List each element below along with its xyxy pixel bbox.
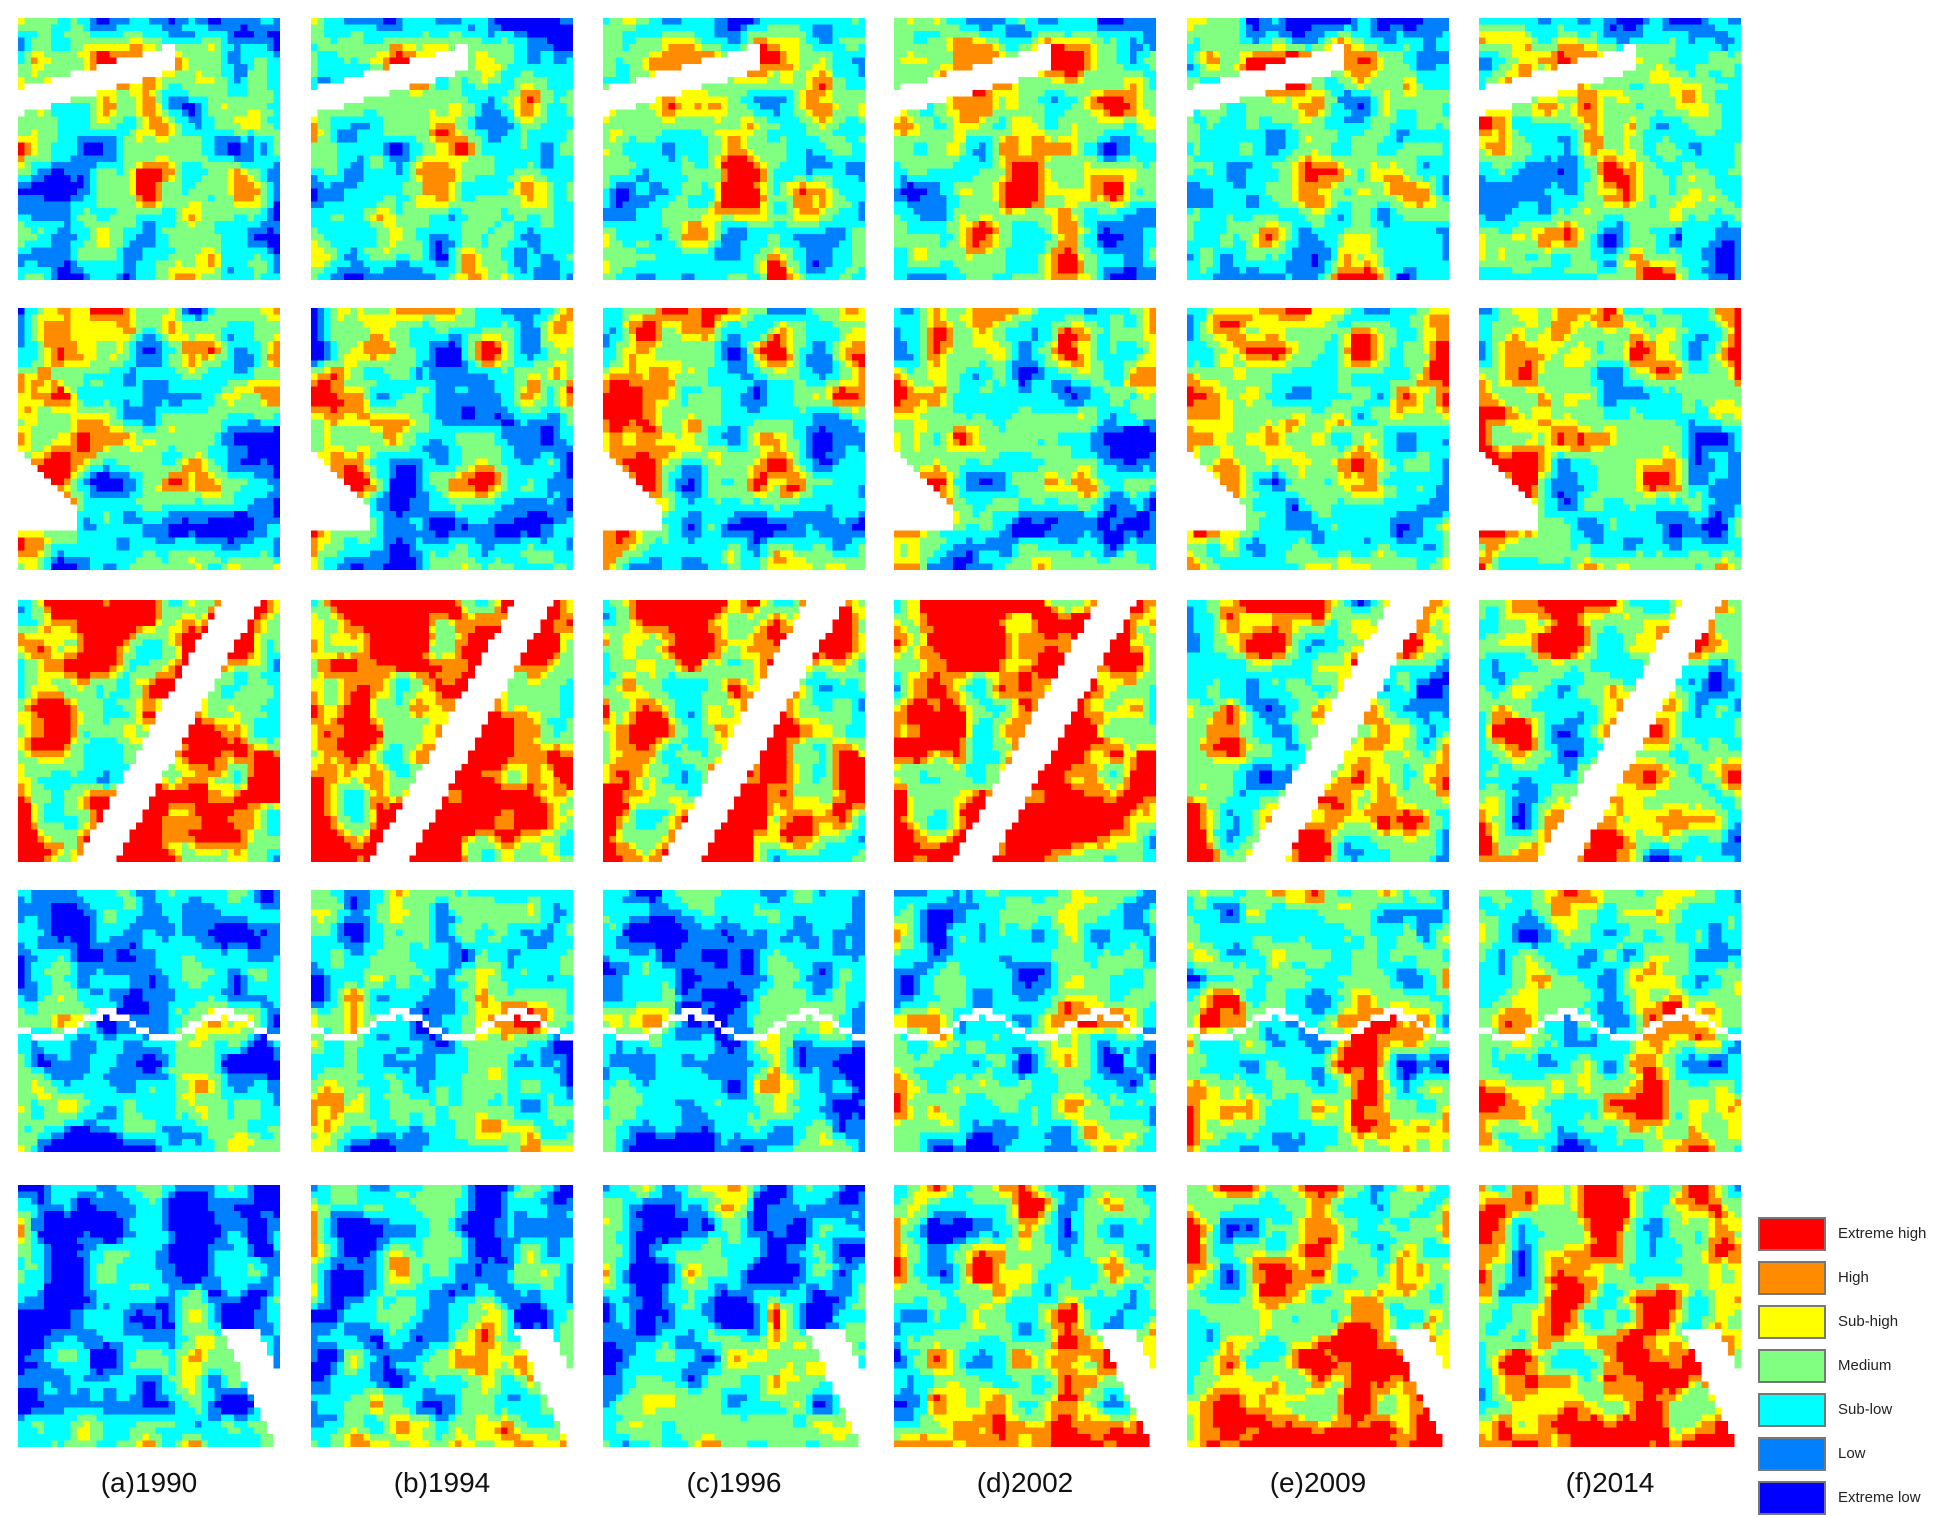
legend-swatch	[1758, 1261, 1826, 1295]
legend-swatch	[1758, 1305, 1826, 1339]
heat-map-tile	[1479, 600, 1741, 862]
heat-map-tile	[1479, 18, 1741, 280]
heat-map-tile	[1187, 18, 1449, 280]
legend-swatch	[1758, 1437, 1826, 1471]
legend-label: Low	[1838, 1435, 1866, 1473]
heat-map-tile	[311, 890, 573, 1152]
legend-item: Sub-high	[1758, 1303, 1957, 1341]
heat-map-tile	[18, 308, 280, 570]
heat-map-tile	[1187, 890, 1449, 1152]
heat-map-tile	[894, 600, 1156, 862]
heat-map-tile	[18, 1185, 280, 1447]
legend-label: Sub-low	[1838, 1391, 1892, 1429]
legend-swatch	[1758, 1349, 1826, 1383]
heat-map-tile	[894, 890, 1156, 1152]
heat-map-tile	[603, 890, 865, 1152]
heat-map-tile	[603, 1185, 865, 1447]
year-label: (d)2002	[894, 1467, 1156, 1499]
year-label: (a)1990	[18, 1467, 280, 1499]
heat-map-tile	[894, 18, 1156, 280]
legend-item: Extreme high	[1758, 1215, 1957, 1253]
heat-map-tile	[311, 600, 573, 862]
legend-label: Extreme high	[1838, 1215, 1926, 1253]
heat-map-tile	[894, 1185, 1156, 1447]
legend-item: High	[1758, 1259, 1957, 1297]
heat-map-tile	[18, 600, 280, 862]
legend-label: Medium	[1838, 1347, 1891, 1385]
heat-map-tile	[603, 600, 865, 862]
heat-map-tile	[1479, 1185, 1741, 1447]
heat-map-tile	[18, 18, 280, 280]
heat-map-tile	[1187, 600, 1449, 862]
year-label: (c)1996	[603, 1467, 865, 1499]
legend-item: Medium	[1758, 1347, 1957, 1385]
legend-swatch	[1758, 1217, 1826, 1251]
heat-map-tile	[311, 308, 573, 570]
legend-item: Low	[1758, 1435, 1957, 1473]
year-label: (e)2009	[1187, 1467, 1449, 1499]
legend: Extreme high High Sub-high Medium Sub-low Low…	[1758, 1215, 1957, 1530]
heat-map-tile	[311, 18, 573, 280]
heat-map-tile	[894, 308, 1156, 570]
year-label: (f)2014	[1479, 1467, 1741, 1499]
legend-label: Extreme low	[1838, 1479, 1921, 1517]
heat-map-tile	[603, 18, 865, 280]
heat-map-tile	[1479, 890, 1741, 1152]
legend-item: Sub-low	[1758, 1391, 1957, 1429]
legend-item: Extreme low	[1758, 1479, 1957, 1517]
heat-map-tile	[603, 308, 865, 570]
legend-label: High	[1838, 1259, 1869, 1297]
heat-map-tile	[311, 1185, 573, 1447]
heat-map-tile	[18, 890, 280, 1152]
heat-map-tile	[1479, 308, 1741, 570]
heat-map-tile	[1187, 1185, 1449, 1447]
year-label: (b)1994	[311, 1467, 573, 1499]
legend-swatch	[1758, 1481, 1826, 1515]
legend-swatch	[1758, 1393, 1826, 1427]
legend-label: Sub-high	[1838, 1303, 1898, 1341]
heat-map-tile	[1187, 308, 1449, 570]
